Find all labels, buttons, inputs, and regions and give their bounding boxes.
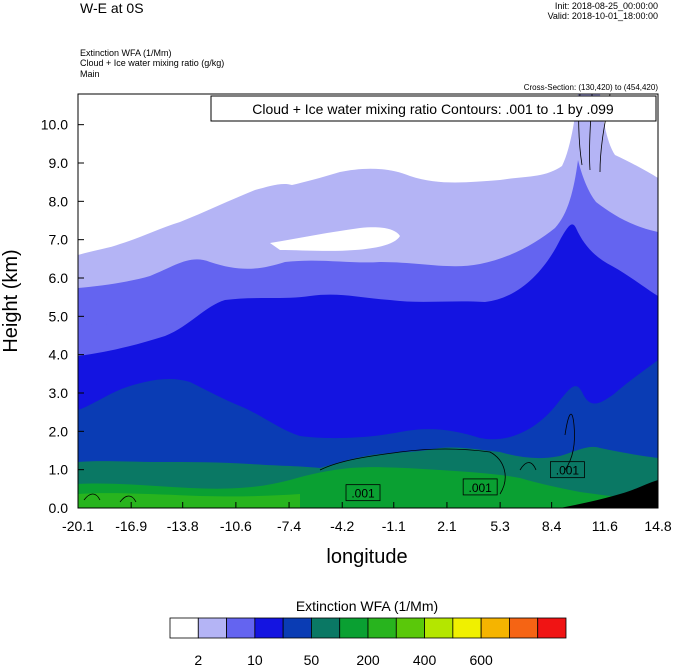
x-axis-title: longitude (326, 546, 407, 568)
x-tick-label: -20.1 (62, 518, 94, 534)
x-tick-label: 11.6 (592, 518, 618, 534)
y-tick-label: 8.0 (49, 193, 69, 209)
y-tick-label: 1.0 (49, 462, 69, 478)
x-axis: -20.1 -16.9 -13.8 -10.6 -7.4 -4.2 -1.1 2.1 5.3 8.… (62, 502, 672, 534)
field-domain-label: Main (80, 69, 100, 79)
colorbar-tick-labels: 2 10 50 200 400 600 (194, 652, 493, 667)
y-tick-label: 10.0 (41, 117, 68, 133)
cross-section-label: Cross-Section: (130,420) to (454,420) (523, 83, 658, 92)
colorbar-tick-label: 400 (413, 652, 437, 667)
x-tick-label: -13.8 (167, 518, 199, 534)
valid-time: Valid: 2018-10-01_18:00:00 (547, 11, 658, 21)
colorbar (169, 617, 567, 639)
y-axis-title: Height (km) (0, 249, 22, 352)
x-tick-label: 5.3 (490, 518, 510, 534)
contour-label-box (345, 484, 381, 502)
colorbar-swatch (537, 617, 567, 639)
clear-air-gap (270, 227, 400, 251)
colorbar-tick-label: 50 (304, 652, 320, 667)
y-tick-label: 5.0 (49, 308, 69, 324)
contour-label-box (550, 461, 585, 479)
contour-label-box (462, 478, 498, 496)
colorbar-swatch (311, 617, 341, 639)
colorbar-tick-label: 600 (469, 652, 493, 667)
colorbar-swatch (282, 617, 312, 639)
colorbar-swatch (367, 617, 397, 639)
plot-title: W-E at 0S (80, 0, 144, 16)
y-tick-label: 7.0 (49, 232, 69, 248)
contour-label-boxes: .001 .001 .001 (345, 461, 585, 502)
x-tick-label: -16.9 (115, 518, 147, 534)
contour-value-label: .001 (556, 464, 580, 478)
colorbar-swatch (509, 617, 539, 639)
colorbar-swatch (452, 617, 482, 639)
colorbar-tick-label: 10 (247, 652, 263, 667)
contour-legend: Cloud + Ice water mixing ratio Contours:… (210, 95, 657, 122)
colorbar-swatch (339, 617, 369, 639)
colorbar-swatch (197, 617, 227, 639)
y-tick-label: 6.0 (49, 270, 69, 286)
y-tick-label: 2.0 (49, 423, 69, 439)
y-axis: 0.0 1.0 2.0 3.0 4.0 5.0 6.0 7.0 8.0 9.0 10.0 (41, 117, 84, 516)
colorbar-swatch (424, 617, 454, 639)
y-tick-label: 4.0 (49, 347, 69, 363)
colorbar-swatch (226, 617, 256, 639)
y-tick-label: 9.0 (49, 155, 69, 171)
x-tick-label: 2.1 (437, 518, 457, 534)
clear-pocket-blue (82, 323, 118, 339)
terrain-surface (560, 480, 658, 508)
colorbar-swatch (169, 617, 199, 639)
init-time: Init: 2018-08-25_00:00:00 (554, 1, 658, 11)
contour-legend-box (210, 95, 657, 122)
y-tick-label: 0.0 (49, 500, 69, 516)
x-tick-label: -10.6 (220, 518, 252, 534)
colorbar-tick-label: 200 (356, 652, 380, 667)
field-mixing-ratio-label: Cloud + Ice water mixing ratio (g/kg) (80, 58, 225, 68)
contour-value-label: .001 (468, 481, 492, 495)
y-tick-label: 3.0 (49, 385, 69, 401)
colorbar-tick-label: 2 (194, 652, 202, 667)
colorbar-title: Extinction WFA (1/Mm) (296, 598, 438, 614)
colorbar-swatch (254, 617, 284, 639)
x-tick-label: 14.8 (644, 518, 671, 534)
x-tick-label: -1.1 (382, 518, 406, 534)
plot-frame (77, 93, 659, 509)
colorbar-swatch (480, 617, 510, 639)
x-tick-label: 8.4 (542, 518, 562, 534)
extinction-band-lightgreen (78, 493, 300, 508)
contour-legend-text: Cloud + Ice water mixing ratio Contours:… (252, 101, 614, 117)
colorbar-swatch (395, 617, 425, 639)
plot-area (78, 94, 658, 508)
x-tick-label: -4.2 (330, 518, 354, 534)
x-tick-label: -7.4 (277, 518, 301, 534)
contour-value-label: .001 (351, 487, 375, 501)
field-extinction-label: Extinction WFA (1/Mm) (80, 48, 172, 58)
